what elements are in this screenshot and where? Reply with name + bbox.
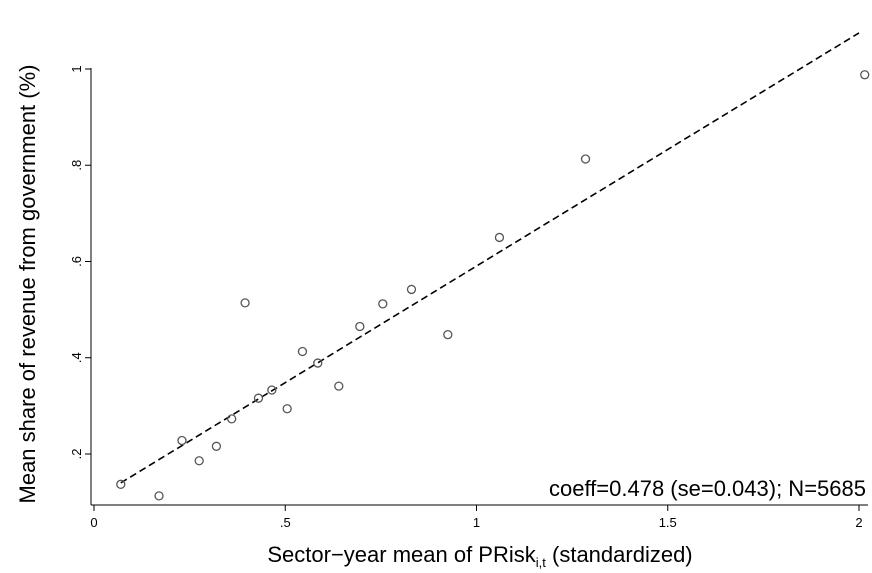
x-axis-title: Sector−year mean of PRiski,t (standardiz… bbox=[267, 542, 692, 570]
scatter-point bbox=[355, 321, 365, 332]
x-axis-title-main: Sector−year mean of PRisk bbox=[267, 542, 536, 567]
y-tick-label: .4 bbox=[69, 352, 84, 363]
scatter-point bbox=[282, 404, 292, 414]
scatter-point bbox=[860, 70, 870, 80]
scatter-point bbox=[240, 298, 250, 308]
y-tick-label: .6 bbox=[69, 256, 84, 267]
y-tick-label: 1 bbox=[69, 65, 84, 72]
x-axis-title-suffix: (standardized) bbox=[546, 542, 693, 567]
scatter-point bbox=[211, 441, 222, 451]
x-tick-label: .5 bbox=[280, 515, 291, 530]
scatter-point bbox=[580, 154, 591, 164]
x-ticks: 0 .5 1 1.5 2 bbox=[90, 505, 863, 530]
scatter-point bbox=[227, 414, 237, 424]
scatter-point bbox=[253, 393, 264, 403]
scatter-point bbox=[378, 299, 388, 309]
scatter-point bbox=[267, 385, 277, 395]
scatter-points bbox=[116, 70, 870, 501]
x-tick-label: 1 bbox=[473, 515, 480, 530]
x-tick-label: 1.5 bbox=[659, 515, 677, 530]
fit-line bbox=[120, 32, 860, 484]
scatter-point bbox=[177, 435, 187, 446]
scatter-point bbox=[313, 358, 323, 368]
scatter-point bbox=[494, 232, 505, 243]
y-axis-title: Mean share of revenue from government (%… bbox=[15, 65, 40, 504]
x-tick-label: 0 bbox=[90, 515, 97, 530]
scatter-point bbox=[334, 381, 344, 391]
y-axis: .2 .4 .6 .8 1 bbox=[69, 65, 92, 505]
x-axis: 0 .5 1 1.5 2 bbox=[90, 504, 868, 530]
scatter-point bbox=[116, 479, 126, 489]
scatter-point bbox=[154, 491, 164, 501]
y-tick-label: .8 bbox=[69, 160, 84, 171]
scatter-point bbox=[194, 456, 204, 466]
x-tick-label: 2 bbox=[855, 515, 862, 530]
y-ticks: .2 .4 .6 .8 1 bbox=[69, 65, 91, 459]
regression-annotation: coeff=0.478 (se=0.043); N=5685 bbox=[549, 476, 866, 501]
x-axis-title-subscript: i,t bbox=[536, 555, 547, 570]
y-tick-label: .2 bbox=[69, 449, 84, 460]
scatter-point bbox=[443, 329, 453, 340]
scatter-point bbox=[297, 346, 308, 357]
scatter-point bbox=[406, 284, 417, 295]
